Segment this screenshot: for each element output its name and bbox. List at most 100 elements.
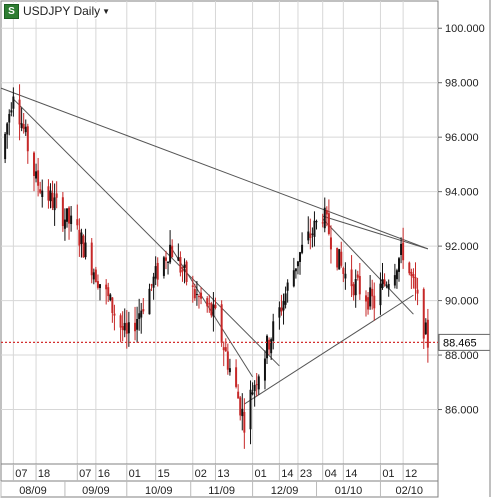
candle-body: [412, 274, 415, 278]
candle: [393, 263, 396, 289]
candle: [121, 311, 124, 342]
candle-body: [367, 297, 370, 310]
candle-body: [373, 295, 376, 309]
candle: [243, 398, 246, 449]
candle-body: [127, 322, 130, 334]
x-day-label: 12: [405, 468, 417, 480]
candle: [307, 216, 310, 245]
symbol-selector[interactable]: S USDJPY Daily ▼: [4, 3, 113, 19]
candle-body: [150, 284, 153, 286]
candle: [358, 263, 361, 300]
candle: [65, 208, 68, 228]
candle: [35, 163, 38, 183]
candle: [356, 270, 359, 281]
candle-body: [136, 319, 139, 330]
candle: [268, 337, 271, 355]
candle: [325, 206, 328, 227]
candle-body: [222, 347, 225, 351]
candle-body: [8, 113, 11, 123]
candle-body: [356, 274, 359, 278]
candle: [323, 197, 326, 233]
candle-body: [220, 304, 223, 343]
candle: [18, 84, 21, 141]
candle-body: [278, 307, 281, 318]
candle: [398, 256, 401, 282]
candle-body: [94, 269, 97, 283]
candle: [92, 268, 95, 285]
candle-body: [263, 358, 266, 381]
candle: [61, 191, 64, 232]
candle: [90, 238, 93, 284]
candle: [185, 260, 188, 286]
candle-body: [224, 347, 227, 352]
candle-body: [282, 301, 285, 311]
candle-body: [393, 275, 396, 286]
candle-body: [140, 310, 143, 318]
x-month-label: 10/09: [145, 485, 173, 497]
candle-body: [371, 288, 374, 297]
candle-body: [197, 296, 200, 298]
candle-body: [398, 258, 401, 272]
candle-body: [92, 272, 95, 280]
candle: [226, 343, 229, 375]
candle: [82, 234, 85, 258]
candle-body: [142, 309, 145, 312]
candle: [379, 272, 382, 315]
candle: [410, 268, 413, 289]
candle: [55, 181, 58, 209]
candle-body: [241, 408, 244, 417]
candle-body: [171, 245, 174, 258]
symbol-title: USDJPY Daily: [23, 4, 101, 18]
candle-body: [96, 281, 99, 288]
candle: [49, 183, 52, 209]
candle: [416, 277, 419, 306]
candle-body: [226, 351, 229, 370]
candle-body: [307, 231, 310, 241]
candle-body: [321, 222, 324, 224]
candle: [354, 269, 357, 308]
candle: [412, 268, 415, 289]
candle-body: [255, 384, 258, 386]
candle-body: [183, 264, 186, 268]
candle-body: [212, 304, 215, 317]
candle: [381, 262, 384, 290]
candle: [96, 274, 99, 290]
candle: [424, 318, 427, 335]
candle-body: [65, 208, 68, 222]
candle: [127, 311, 130, 347]
candle: [255, 372, 258, 397]
grid-lines: [0, 0, 439, 465]
candle-body: [408, 262, 411, 274]
candle-body: [210, 303, 213, 316]
candle: [315, 219, 318, 230]
candle-body: [422, 289, 425, 339]
candle: [385, 281, 388, 289]
candle: [162, 255, 165, 279]
candle-body: [311, 233, 314, 235]
candle-body: [24, 126, 27, 133]
candle: [342, 266, 345, 283]
candle: [51, 180, 54, 211]
x-day-label: 16: [98, 468, 110, 480]
candle: [191, 275, 194, 303]
candle: [296, 260, 299, 275]
y-tick-label: 86.000: [445, 405, 479, 417]
candle-body: [416, 289, 419, 294]
candle-body: [340, 251, 343, 266]
y-tick-label: 92.000: [445, 241, 479, 253]
candle: [214, 297, 217, 310]
last-price-line: 88.465: [1, 333, 491, 351]
candle-body: [296, 261, 299, 267]
candle: [20, 107, 23, 132]
candle: [134, 306, 137, 341]
candle-body: [6, 123, 9, 135]
x-month-label: 01/10: [335, 485, 363, 497]
candle: [177, 243, 180, 262]
candle: [98, 284, 101, 301]
candle: [395, 268, 398, 289]
candle-body: [424, 322, 427, 335]
x-day-label: 04: [325, 468, 337, 480]
candle: [278, 301, 281, 330]
